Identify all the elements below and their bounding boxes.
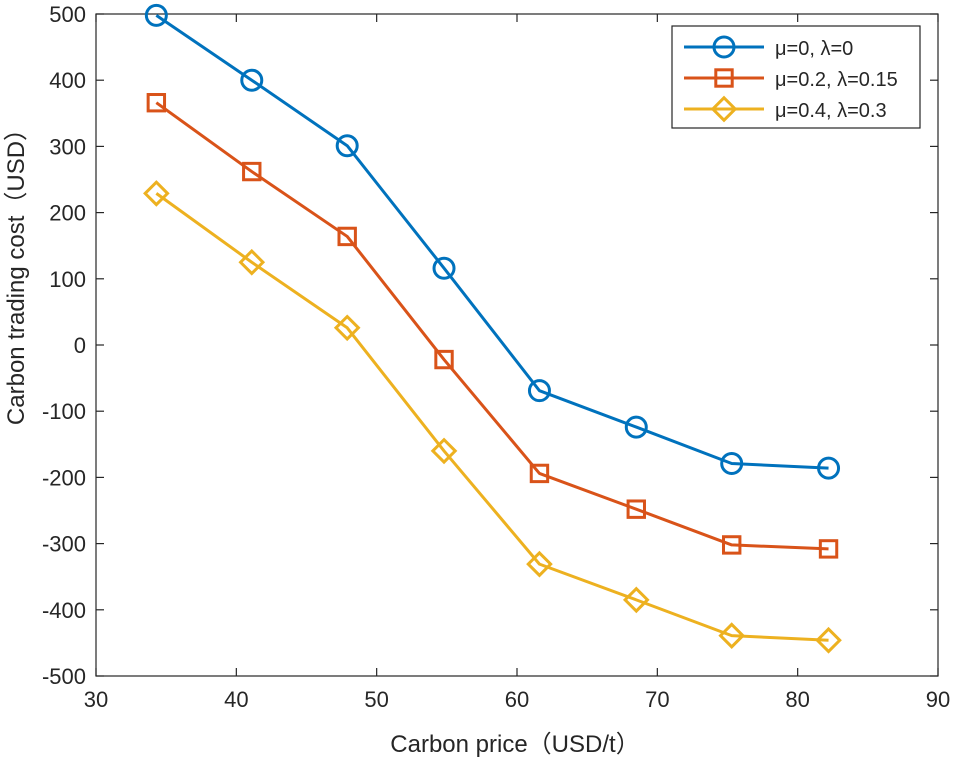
legend-label: μ=0, λ=0 [775, 38, 853, 60]
data-point [622, 586, 650, 614]
data-point [337, 226, 357, 247]
legend-layer: μ=0, λ=0 μ=0.2, λ=0.15 μ=0.4, λ=0.3 [671, 25, 921, 129]
y-tick-label: -200 [42, 465, 86, 490]
y-tick-label: -500 [42, 664, 86, 689]
series-line [155, 101, 829, 551]
data-point [144, 3, 168, 27]
series-line [155, 192, 829, 642]
y-tick-label: -400 [42, 598, 86, 623]
data-point [718, 622, 746, 649]
data-point [430, 437, 458, 465]
x-tick-label: 50 [364, 687, 388, 712]
x-tick-label: 70 [645, 687, 669, 712]
series-1 [144, 3, 841, 480]
y-tick-label: 300 [49, 134, 86, 159]
y-tick-label: 100 [49, 267, 86, 292]
data-point [624, 415, 648, 439]
y-tick-label: -300 [42, 532, 86, 557]
data-point [526, 550, 553, 578]
data-point [434, 349, 454, 370]
data-point [817, 456, 841, 480]
x-tick-label: 60 [505, 687, 529, 712]
data-point [146, 93, 167, 113]
data-point [818, 539, 839, 559]
y-tick-label: 400 [49, 68, 86, 93]
y-axis-label: Carbon trading cost（USD） [3, 117, 30, 425]
series-3 [143, 180, 842, 654]
y-tick-label: 500 [49, 2, 86, 27]
data-point [335, 134, 359, 158]
data-point [432, 256, 456, 280]
y-tick-label: 0 [74, 333, 86, 358]
data-point [626, 499, 646, 519]
data-point [143, 180, 170, 207]
legend-marker [710, 95, 738, 123]
data-point [815, 626, 842, 654]
x-tick-label: 30 [84, 687, 108, 712]
data-point [722, 535, 742, 555]
x-axis-label: Carbon price（USD/t） [390, 731, 639, 758]
data-point [242, 161, 262, 182]
data-point [333, 314, 361, 342]
data-point [240, 68, 264, 92]
x-tick-label: 40 [224, 687, 248, 712]
y-tick-label: 200 [49, 201, 86, 226]
legend-label: μ=0.2, λ=0.15 [775, 69, 898, 91]
legend-marker [712, 35, 736, 59]
legend-label: μ=0.4, λ=0.3 [775, 100, 887, 122]
x-tick-label: 80 [785, 687, 809, 712]
series-2 [146, 93, 839, 559]
data-point [527, 379, 551, 403]
data-point [720, 451, 744, 475]
data-point [238, 248, 266, 276]
legend-marker [714, 68, 734, 88]
series-layer [143, 3, 842, 654]
data-point [529, 463, 550, 484]
x-tick-label: 90 [926, 687, 950, 712]
series-line [155, 14, 829, 470]
y-tick-label: -100 [42, 399, 86, 424]
